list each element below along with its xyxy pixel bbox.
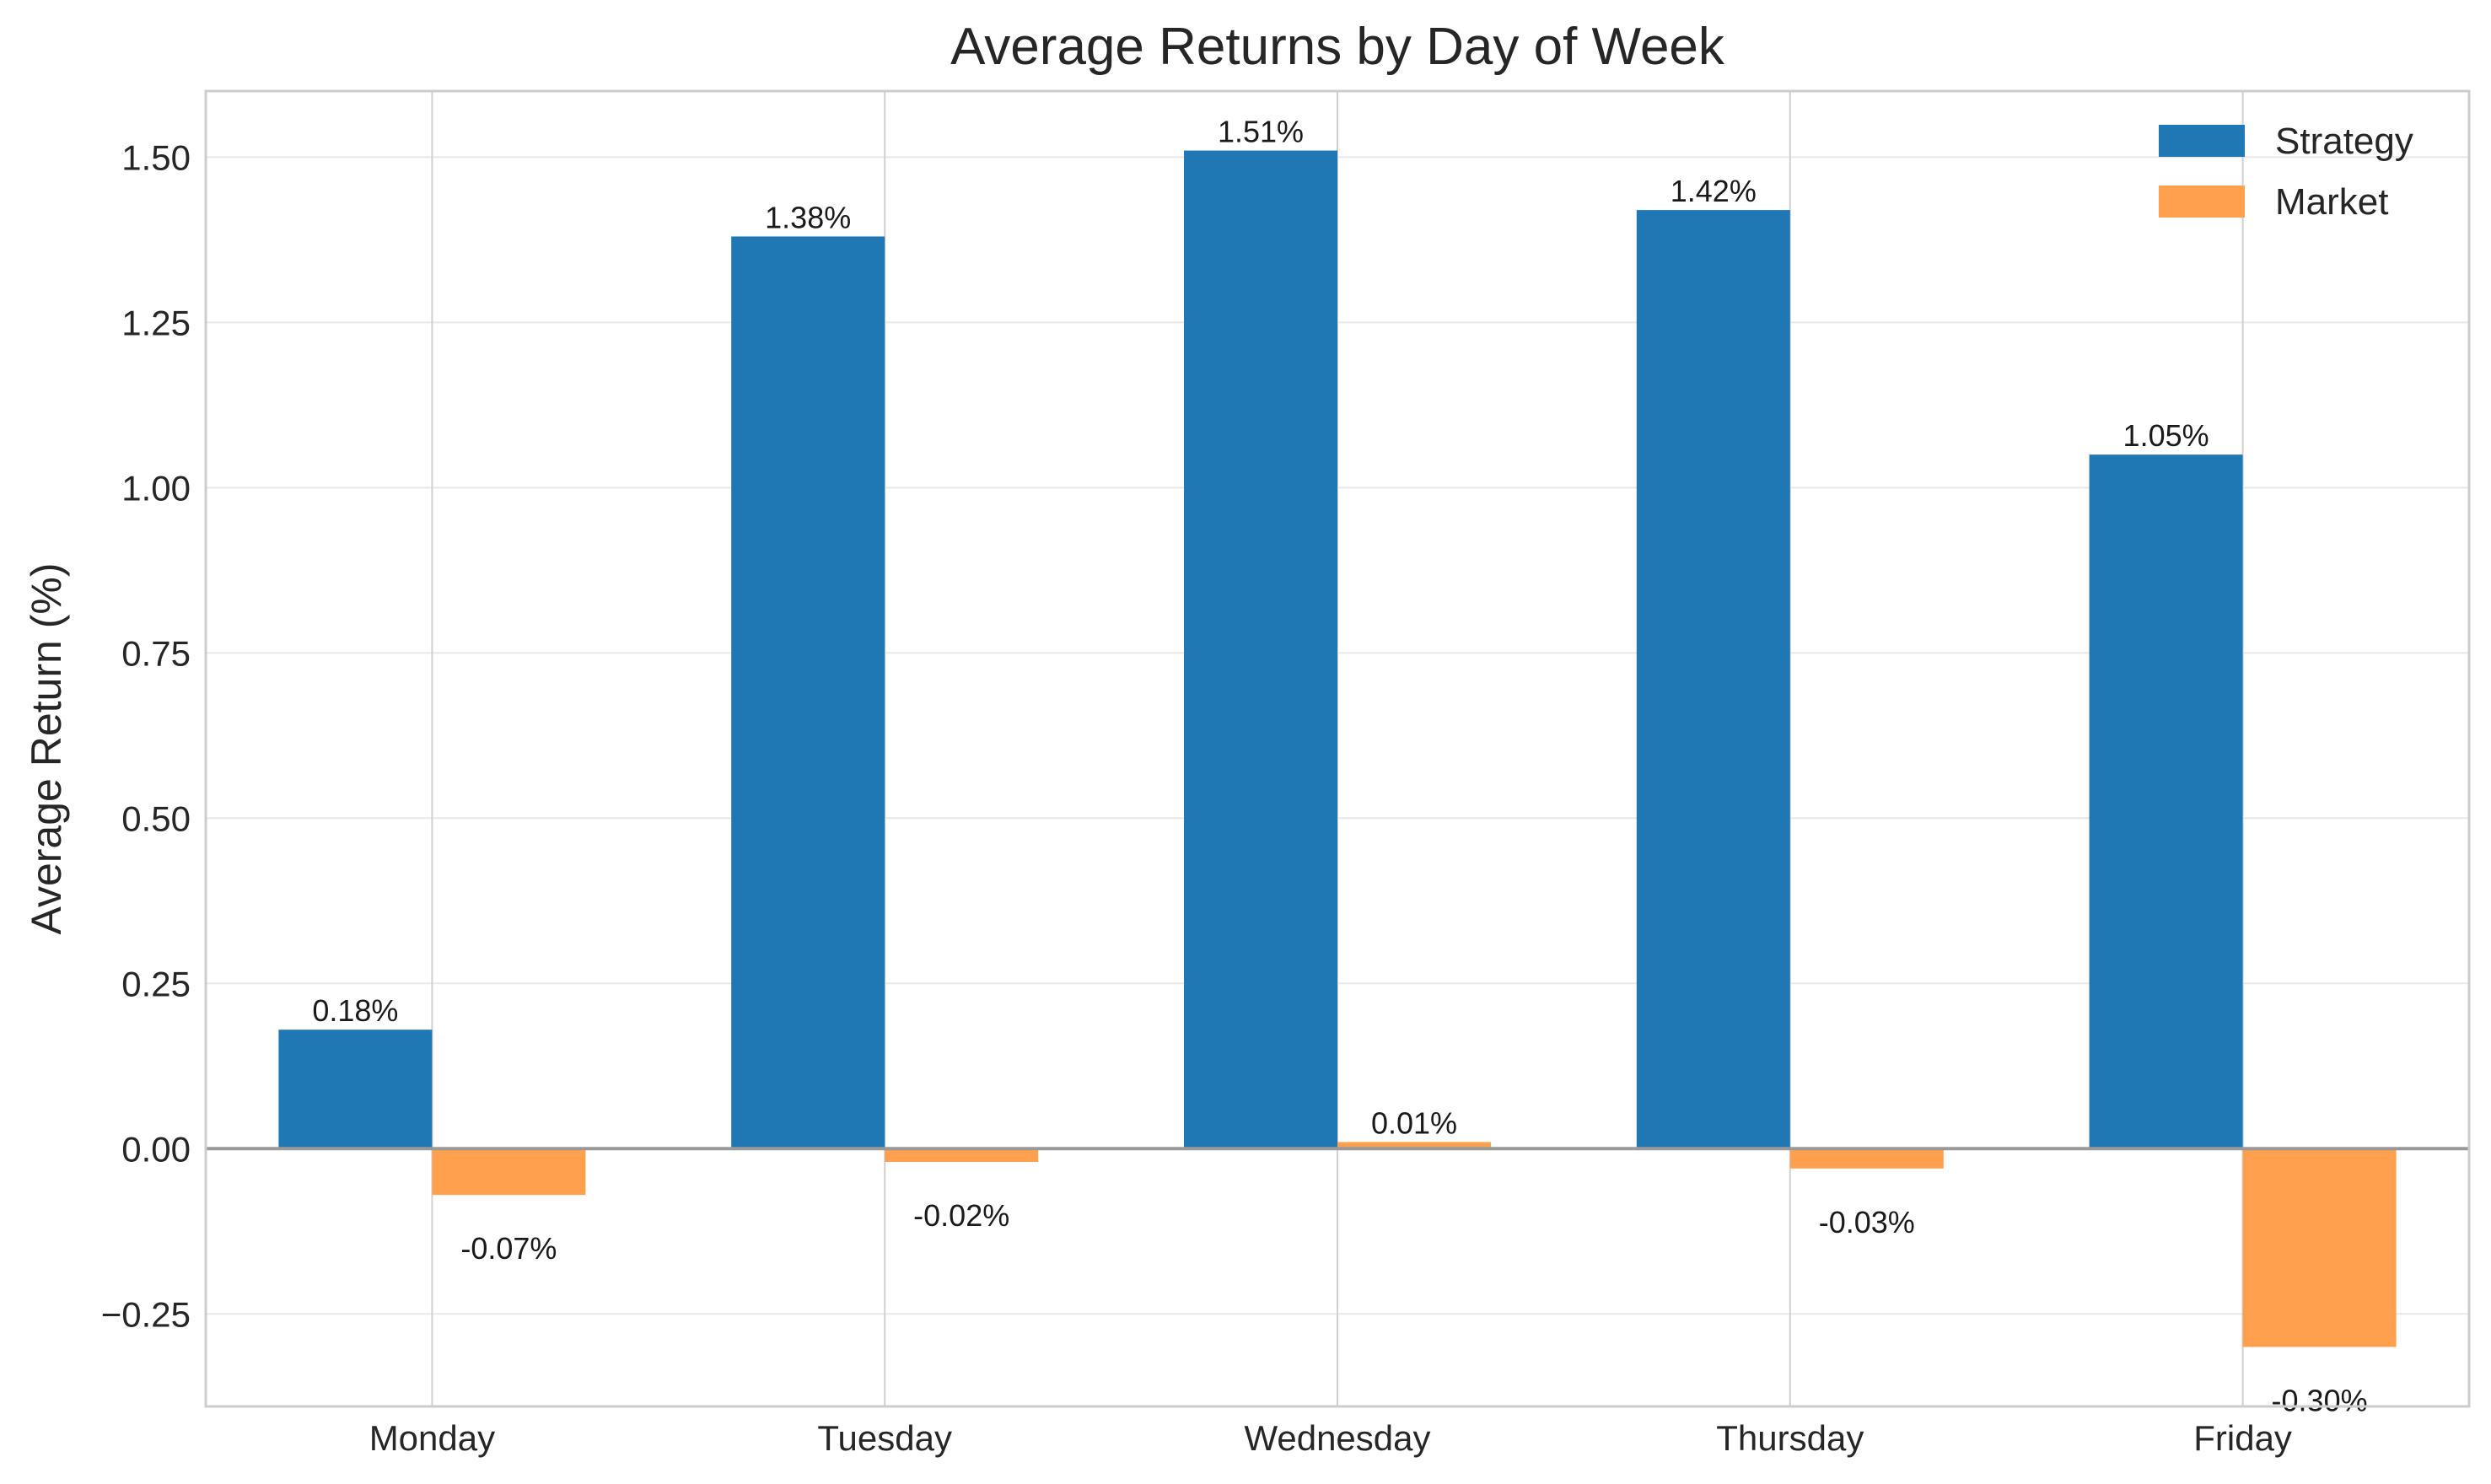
y-tick-label: 1.50: [121, 137, 191, 177]
bar-strategy: [278, 1030, 433, 1149]
bar-strategy: [1636, 210, 1790, 1149]
legend-swatch: [2159, 186, 2245, 218]
data-label: -0.07%: [460, 1231, 557, 1266]
bar-market: [2242, 1148, 2397, 1347]
y-tick-label: 0.50: [121, 798, 191, 838]
x-tick-label: Monday: [369, 1418, 495, 1458]
x-tick-label: Friday: [2193, 1418, 2292, 1458]
y-tick-label: −0.25: [101, 1294, 191, 1334]
data-label: -0.02%: [913, 1198, 1009, 1233]
data-label: -0.03%: [1819, 1205, 1915, 1239]
bar-strategy: [731, 236, 885, 1149]
x-tick-label: Tuesday: [817, 1418, 952, 1458]
y-tick-label: 0.25: [121, 964, 191, 1003]
x-tick-label: Wednesday: [1244, 1418, 1430, 1458]
bar-strategy: [1184, 150, 1337, 1149]
bar-market: [885, 1148, 1039, 1162]
legend-label: Strategy: [2275, 121, 2413, 162]
y-tick-label: 0.75: [121, 633, 191, 673]
data-label: -0.30%: [2272, 1383, 2368, 1417]
y-axis-label: Average Return (%): [23, 563, 70, 935]
x-tick-label: Thursday: [1716, 1418, 1864, 1458]
data-label: 0.18%: [312, 993, 398, 1028]
y-tick-label: 1.25: [121, 303, 191, 342]
y-tick-label: 1.00: [121, 468, 191, 508]
bar-strategy: [2089, 454, 2243, 1149]
bar-market: [432, 1148, 586, 1196]
data-label: 0.01%: [1371, 1105, 1457, 1140]
data-label: 1.42%: [1671, 174, 1757, 208]
data-label: 1.38%: [765, 200, 851, 234]
data-label: 1.05%: [2123, 418, 2209, 453]
bar-market: [1337, 1142, 1491, 1149]
plot-frame: [204, 89, 2471, 1408]
chart-title: Average Returns by Day of Week: [950, 18, 1725, 76]
legend-label: Market: [2275, 181, 2388, 223]
legend-swatch: [2159, 125, 2245, 157]
plot-area: −0.25 0.00 0.25 0.50 0.75 1.00 1.25 1.50 Monday T…: [101, 89, 2471, 1458]
y-tick-label: 0.00: [121, 1129, 191, 1169]
data-label: 1.51%: [1218, 115, 1304, 149]
bar-market: [1789, 1148, 1944, 1169]
